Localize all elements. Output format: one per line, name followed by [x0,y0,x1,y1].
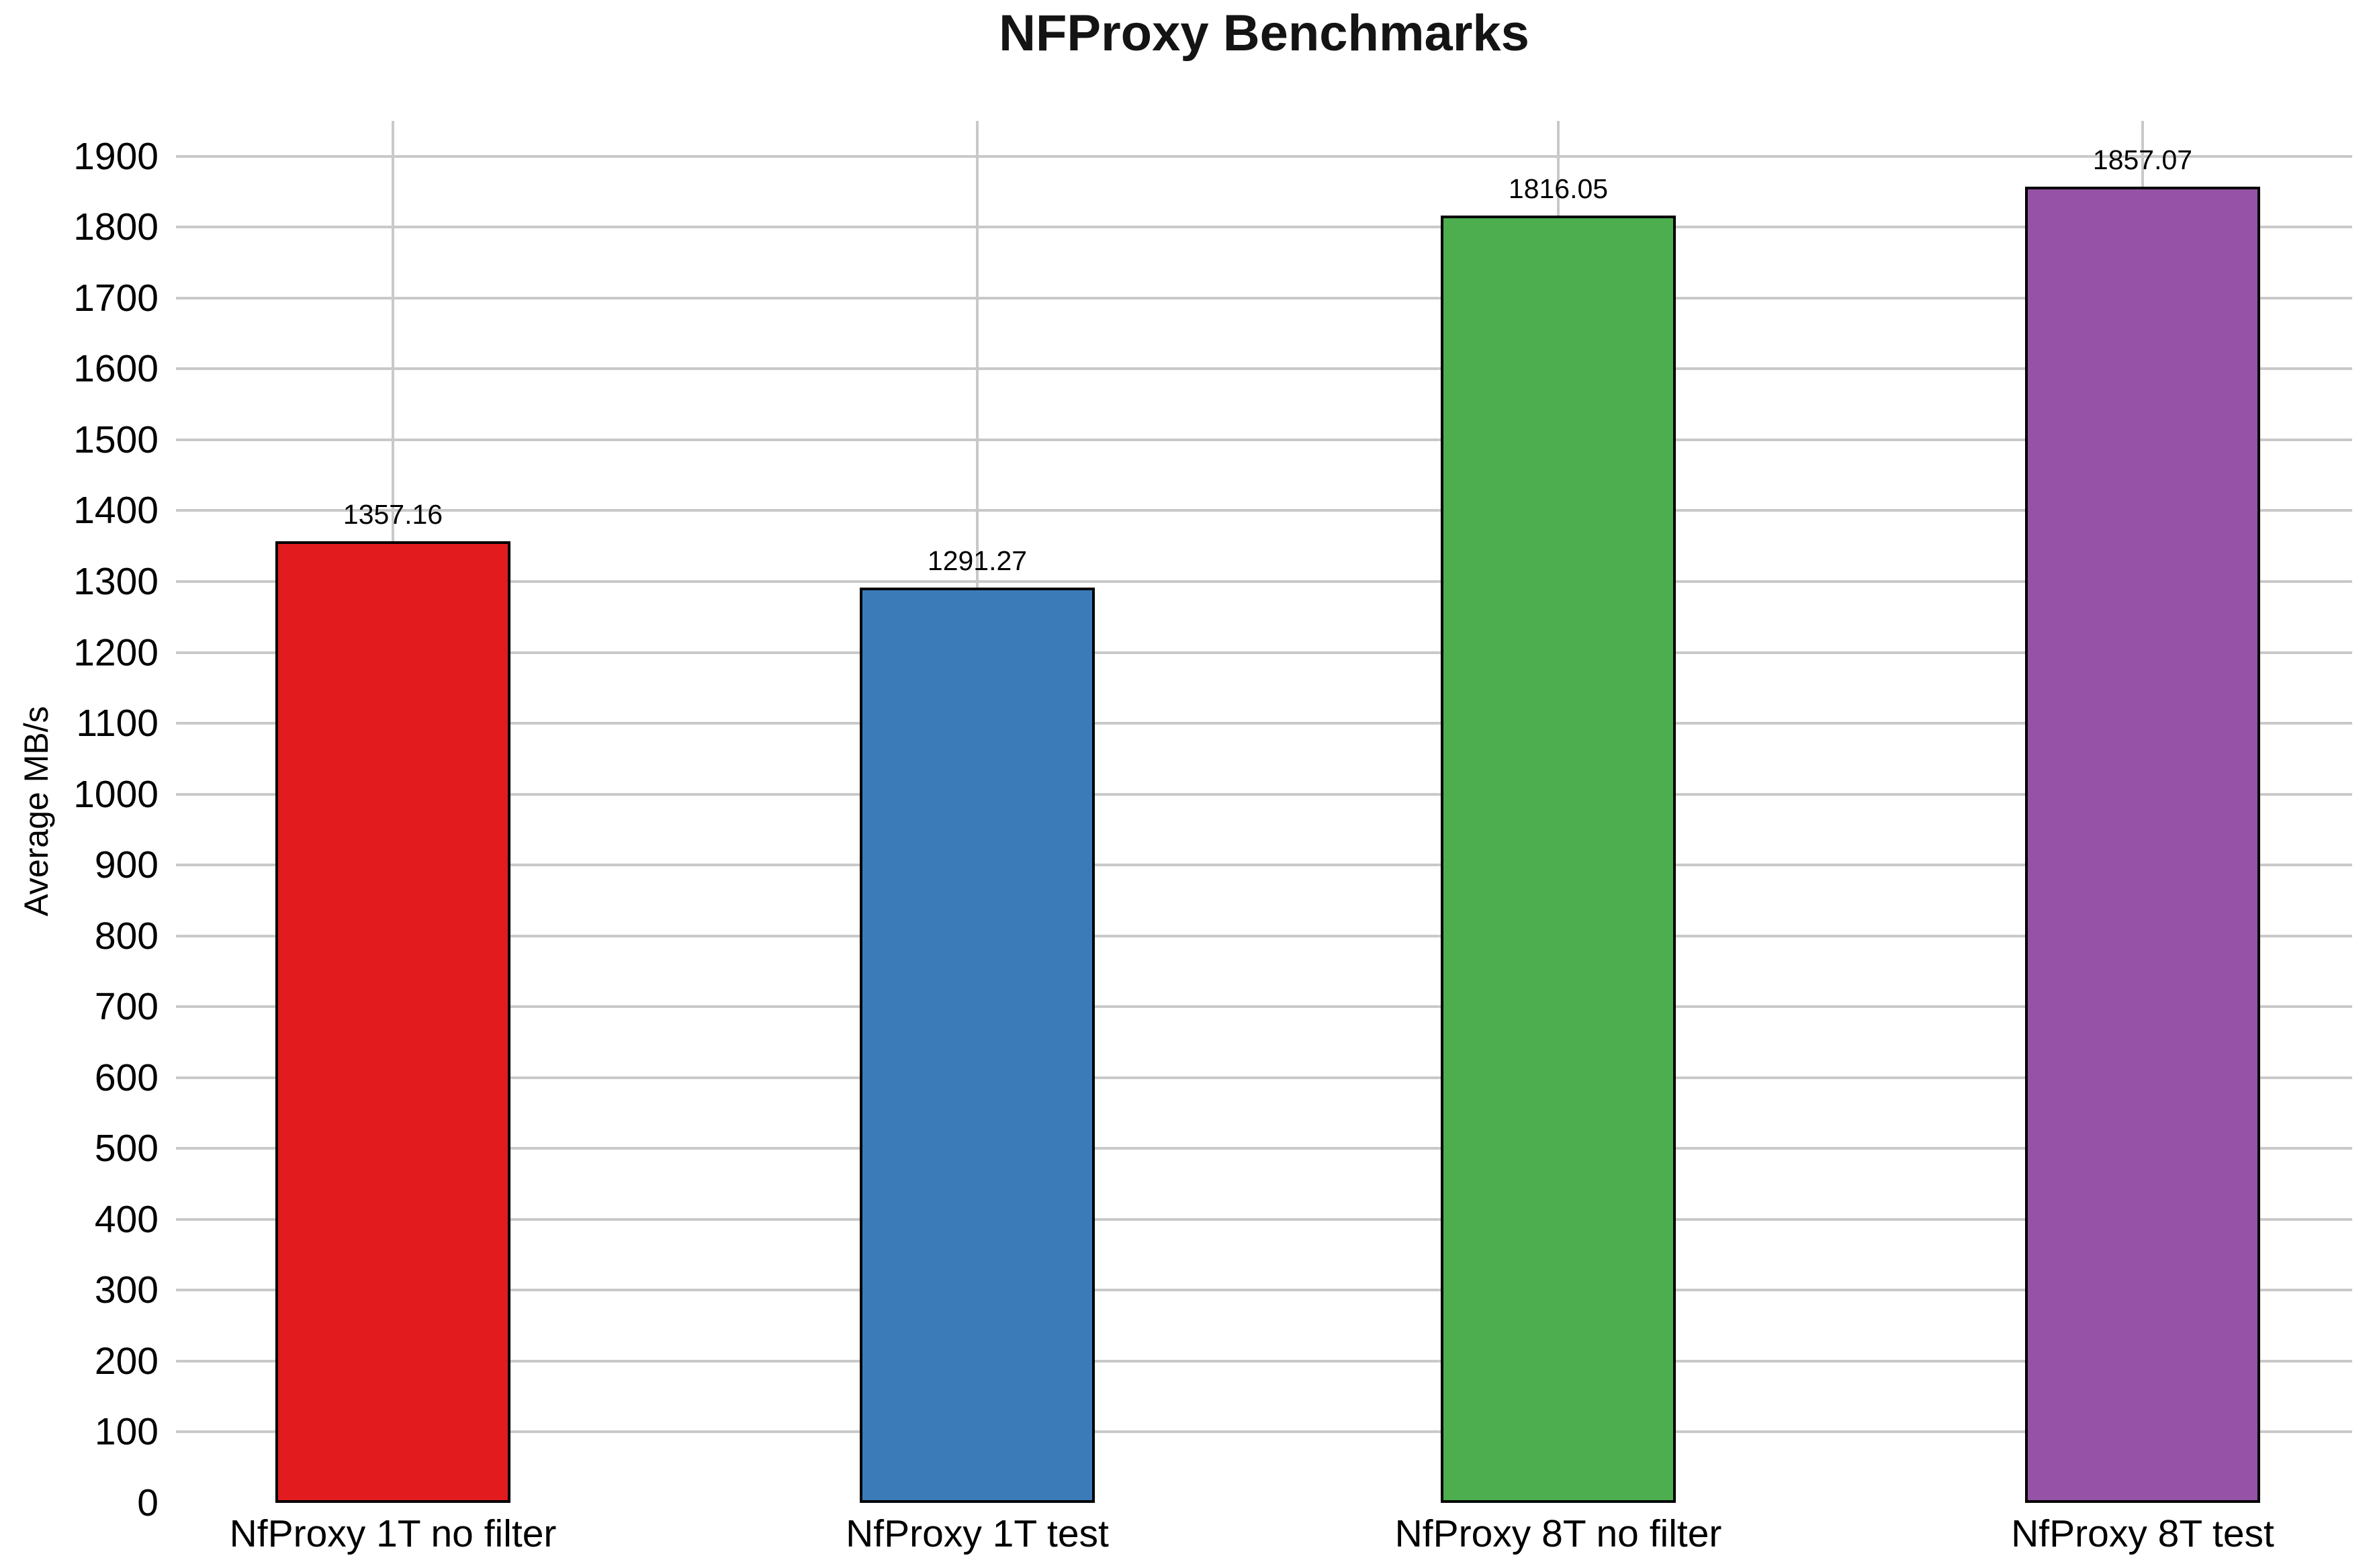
x-tick-label: NfProxy 1T no filter [229,1512,557,1555]
bar-3 [1441,216,1676,1503]
y-tick-label: 1100 [76,702,159,745]
y-tick-label: 1600 [73,347,159,390]
bar-4 [2025,187,2260,1503]
gridline-y-200 [176,1359,2352,1363]
y-tick-label: 1400 [73,489,159,532]
y-tick-label: 1800 [73,205,159,248]
gridline-y-1800 [176,226,2352,229]
gridline-y-100 [176,1430,2352,1434]
x-tick-label: NfProxy 8T test [2011,1512,2274,1555]
gridline-y-1700 [176,296,2352,299]
y-tick-label: 1000 [73,773,159,816]
y-tick-label: 400 [94,1198,159,1241]
y-tick-label: 200 [94,1340,159,1383]
gridline-y-1400 [176,509,2352,512]
gridline-y-1000 [176,792,2352,796]
gridline-y-700 [176,1005,2352,1009]
y-tick-label: 1300 [73,560,159,603]
bar-1 [275,541,510,1503]
y-tick-label: 500 [94,1127,159,1170]
bar-value-label: 1291.27 [927,545,1028,576]
bar-value-label: 1816.05 [1508,173,1609,204]
y-tick-label: 100 [94,1410,159,1453]
gridline-y-1200 [176,651,2352,654]
y-tick-label: 1500 [73,418,159,461]
x-tick-label: NfProxy 8T no filter [1394,1512,1722,1555]
gridline-y-600 [176,1076,2352,1079]
bar-value-label: 1857.07 [2092,144,2193,175]
y-tick-label: 1900 [73,135,159,178]
gridline-y-300 [176,1289,2352,1292]
gridline-y-1500 [176,438,2352,441]
y-tick-label: 0 [137,1481,159,1524]
gridline-y-500 [176,1147,2352,1150]
gridline-y-800 [176,934,2352,937]
chart-title: NFProxy Benchmarks [999,5,1529,62]
bar-value-label: 1357.16 [343,499,443,530]
y-tick-label: 900 [94,843,159,886]
bar-2 [860,588,1095,1503]
y-tick-label: 300 [94,1269,159,1311]
y-tick-label: 1200 [73,631,159,674]
x-tick-label: NfProxy 1T test [846,1512,1109,1555]
gridline-y-900 [176,864,2352,867]
gridline-y-1600 [176,367,2352,371]
gridline-y-1300 [176,580,2352,583]
y-tick-label: 700 [94,985,159,1028]
gridline-y-400 [176,1217,2352,1221]
y-tick-label: 600 [94,1056,159,1099]
y-tick-label: 1700 [73,277,159,320]
gridline-y-1900 [176,154,2352,158]
y-tick-label: 800 [94,915,159,958]
gridline-y-1100 [176,722,2352,725]
